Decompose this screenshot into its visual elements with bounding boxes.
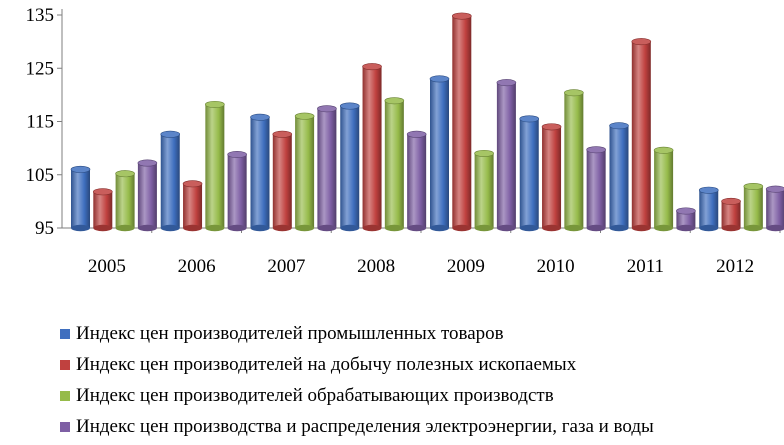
legend-label: Индекс цен производителей обрабатывающих… [76,384,554,406]
tick-labels: 95 105 115 125 135 2005 2006 2007 2008 2009 2010 20… [26,5,755,277]
legend-label: Индекс цен производителей промышленных т… [76,322,504,344]
y-tick-label: 105 [26,165,55,186]
legend-swatch [60,421,70,432]
bar [609,122,629,232]
bar [362,63,382,232]
bar [115,170,135,232]
bar [541,123,562,232]
bar [474,149,494,232]
x-tick-label: 2011 [627,256,664,277]
x-tick-label: 2012 [716,256,754,277]
legend-swatch [60,390,70,401]
bar [250,113,270,232]
bar [182,180,203,232]
bar [653,146,674,232]
bars [70,12,784,232]
bar [676,207,696,232]
legend-item-industrial: Индекс цен производителей промышленных т… [60,318,780,349]
bar [496,79,517,232]
bar [451,12,472,232]
legend-swatch [60,328,70,339]
bar [429,75,450,232]
bar [698,186,719,232]
bar [765,185,784,232]
y-tick-label: 135 [26,5,55,26]
bar [70,165,91,232]
legend-label: Индекс цен производства и распределения … [76,415,654,437]
bar [519,115,540,232]
bar [317,105,337,232]
bar [137,159,158,232]
x-tick-label: 2010 [537,256,575,277]
bar [743,182,764,232]
bar [384,97,405,232]
bar [406,130,427,232]
bar [586,146,606,232]
x-tick-label: 2008 [357,256,395,277]
x-tick-label: 2006 [178,256,216,277]
bar [205,100,225,232]
bar [93,188,113,232]
legend-swatch [60,359,70,370]
bar [272,130,293,232]
x-tick-label: 2005 [88,256,126,277]
bar [721,197,741,232]
bar [339,102,360,232]
bar [564,89,584,232]
x-tick-label: 2007 [267,256,305,277]
legend-item-mining: Индекс цен производителей на добычу поле… [60,349,780,380]
x-tick-label: 2009 [447,256,485,277]
legend-label: Индекс цен производителей на добычу поле… [76,353,577,375]
legend: Индекс цен производителей промышленных т… [60,318,780,442]
y-tick-label: 125 [26,58,55,79]
y-tick-label: 95 [35,218,54,239]
legend-item-manufacturing: Индекс цен производителей обрабатывающих… [60,380,780,411]
bar [160,130,181,232]
bar [227,151,247,232]
bar [294,112,315,232]
y-tick-label: 115 [26,112,54,133]
legend-item-utilities: Индекс цен производства и распределения … [60,411,780,442]
bar [631,38,652,232]
